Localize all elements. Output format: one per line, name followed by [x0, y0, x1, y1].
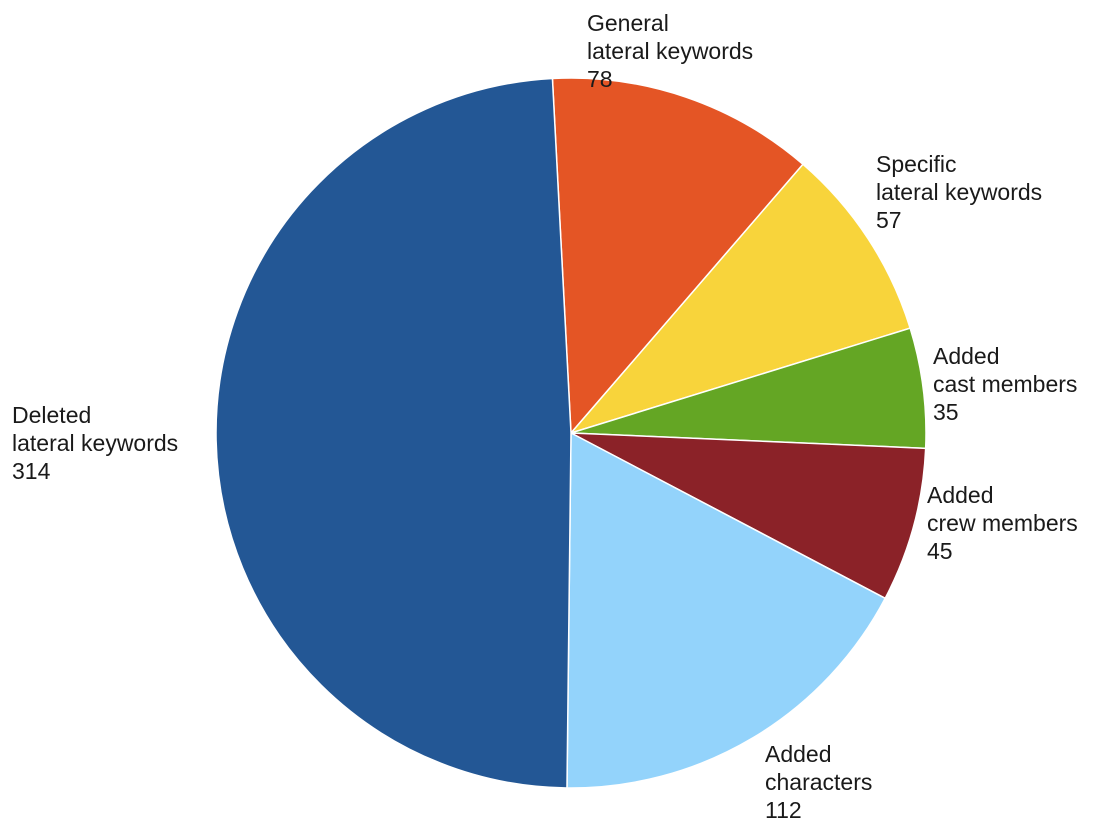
- pie-label-added-characters-line-2: characters: [765, 769, 872, 795]
- pie-value-label-added-crew-members: 45: [927, 538, 953, 564]
- pie-slice-deleted-lateral-keywords: [215, 77, 572, 789]
- pie-label-added-cast-members-line-2: cast members: [933, 371, 1077, 397]
- pie-label-added-characters-line-1: Added: [765, 741, 832, 767]
- pie-slice-added-crew-members: [570, 432, 927, 600]
- pie-label-specific-lateral-keywords-line-1: Specific: [876, 151, 957, 177]
- pie-label-general-lateral-keywords-line-1: General: [587, 10, 669, 36]
- pie-label-added-crew-members-line-1: Added: [927, 482, 994, 508]
- pie-label-specific-lateral-keywords-line-2: lateral keywords: [876, 179, 1042, 205]
- pie-label-deleted-lateral-keywords-line-2: lateral keywords: [12, 430, 178, 456]
- pie-slices: [215, 77, 927, 789]
- pie-label-added-crew-members-line-2: crew members: [927, 510, 1078, 536]
- pie-slice-added-characters: [566, 431, 887, 789]
- pie-value-label-added-cast-members: 35: [933, 399, 959, 425]
- pie-value-label-added-characters: 112: [765, 797, 802, 821]
- pie-slice-specific-lateral-keywords: [568, 163, 912, 435]
- pie-label-deleted-lateral-keywords-line-1: Deleted: [12, 402, 91, 428]
- pie-value-label-specific-lateral-keywords: 57: [876, 207, 902, 233]
- pie-slice-general-lateral-keywords: [551, 77, 805, 435]
- pie-value-label-deleted-lateral-keywords: 314: [12, 458, 51, 484]
- pie-label-general-lateral-keywords-line-2: lateral keywords: [587, 38, 753, 64]
- pie-value-label-general-lateral-keywords: 78: [587, 66, 613, 92]
- pie-label-added-cast-members-line-1: Added: [933, 343, 1000, 369]
